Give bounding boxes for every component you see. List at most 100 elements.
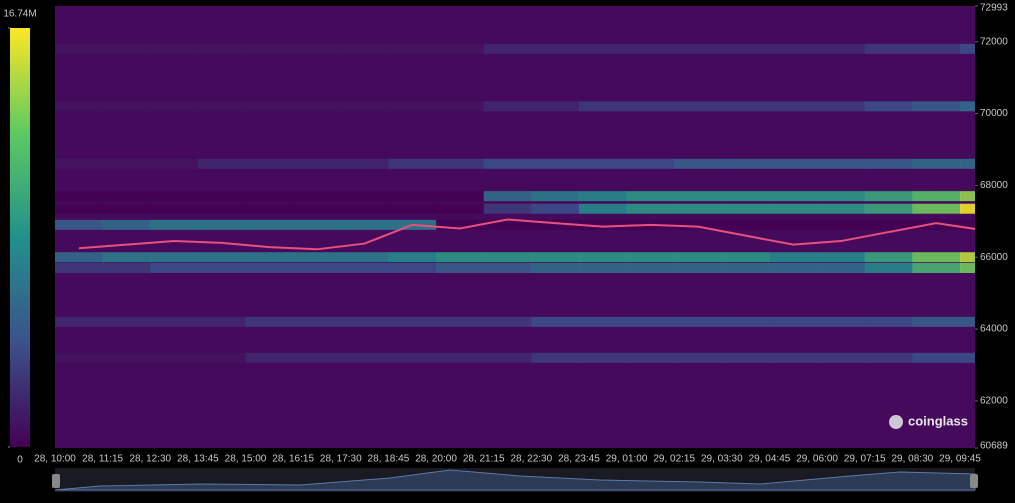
heat-cell xyxy=(388,316,437,327)
heat-cell xyxy=(864,101,913,112)
heat-cell xyxy=(912,101,961,112)
heat-cell xyxy=(817,352,866,363)
heat-cell xyxy=(578,316,628,327)
heat-cell xyxy=(245,316,294,327)
y-tick-label: 64000 xyxy=(980,324,1008,335)
heat-cell xyxy=(483,252,532,263)
heat-cell xyxy=(340,191,389,202)
x-tick-label: 28, 13:45 xyxy=(177,454,219,465)
navigator-area xyxy=(54,469,976,491)
x-tick-label: 29, 03:30 xyxy=(701,454,743,465)
heat-cell xyxy=(912,158,961,169)
heat-cell xyxy=(197,101,247,112)
heat-cell xyxy=(912,252,961,263)
heat-cell xyxy=(150,158,199,169)
heat-cell xyxy=(864,203,913,214)
heat-cell xyxy=(578,203,628,214)
heat-cell xyxy=(197,252,247,263)
heat-cell xyxy=(197,352,247,363)
heat-cell xyxy=(55,352,104,363)
heat-cell xyxy=(864,252,913,263)
heat-cell xyxy=(340,219,389,230)
heat-cell xyxy=(817,101,866,112)
heat-cell xyxy=(150,316,199,327)
x-tick-label: 28, 17:30 xyxy=(320,454,362,465)
heat-cell xyxy=(340,101,389,112)
heat-cell xyxy=(55,43,104,54)
heat-cell xyxy=(817,43,866,54)
heat-cell xyxy=(721,219,770,230)
heat-cell xyxy=(102,262,151,273)
heat-cell xyxy=(769,262,818,273)
heat-cell xyxy=(531,316,580,327)
heat-cell xyxy=(578,158,628,169)
heat-cell xyxy=(340,352,389,363)
heat-cell xyxy=(293,101,342,112)
price-line xyxy=(78,218,975,251)
heat-cell xyxy=(55,252,104,263)
heat-cell xyxy=(960,43,975,54)
heat-cell xyxy=(388,252,437,263)
heat-cell xyxy=(340,203,389,214)
heat-cell xyxy=(912,203,961,214)
heat-cell xyxy=(531,101,580,112)
heat-cell xyxy=(960,191,975,202)
heat-cell xyxy=(721,101,770,112)
heat-cell xyxy=(674,203,723,214)
heat-cell xyxy=(769,252,818,263)
heat-cell xyxy=(578,219,628,230)
heat-cell xyxy=(293,158,342,169)
heat-cell xyxy=(912,262,961,273)
heat-cell xyxy=(674,43,723,54)
heat-cell xyxy=(436,191,485,202)
heat-cell xyxy=(912,219,961,230)
heat-cell xyxy=(483,203,532,214)
heat-cell xyxy=(531,191,580,202)
heat-cell xyxy=(531,262,580,273)
heat-cell xyxy=(436,43,485,54)
x-tick-label: 28, 12:30 xyxy=(129,454,171,465)
heat-cell xyxy=(721,252,770,263)
heat-cell xyxy=(626,101,675,112)
heat-cell xyxy=(150,219,199,230)
heat-cell xyxy=(817,252,866,263)
heat-cell xyxy=(960,219,975,230)
y-tick-label: 60689 xyxy=(980,441,1008,452)
heat-cell xyxy=(245,219,294,230)
heat-cell xyxy=(102,316,151,327)
navigator-handle-left[interactable] xyxy=(52,474,60,488)
heat-cell xyxy=(388,352,437,363)
heatmap xyxy=(55,43,975,363)
heat-cell xyxy=(578,191,628,202)
heat-cell xyxy=(769,43,818,54)
heat-cell xyxy=(721,191,770,202)
heat-cell xyxy=(960,352,975,363)
heat-cell xyxy=(388,191,437,202)
heat-cell xyxy=(626,316,675,327)
heat-cell xyxy=(864,158,913,169)
navigator-handle-right[interactable] xyxy=(970,474,978,488)
heat-cell xyxy=(864,43,913,54)
colorbar-label: 0 xyxy=(17,455,23,466)
heat-cell xyxy=(817,262,866,273)
heat-cell xyxy=(150,262,199,273)
heat-cell xyxy=(293,191,342,202)
heat-cell xyxy=(197,219,247,230)
heat-cell xyxy=(721,43,770,54)
heat-cell xyxy=(55,316,104,327)
heat-cell xyxy=(578,262,628,273)
heat-cell xyxy=(960,316,975,327)
heat-cell xyxy=(102,352,151,363)
heat-cell xyxy=(960,203,975,214)
heat-cell xyxy=(197,191,247,202)
heat-cell xyxy=(293,43,342,54)
heat-cell xyxy=(388,262,437,273)
heat-cell xyxy=(817,158,866,169)
heat-cell xyxy=(769,191,818,202)
y-tick-label: 66000 xyxy=(980,252,1008,263)
heat-cell xyxy=(150,43,199,54)
heat-cell xyxy=(483,262,532,273)
heat-cell xyxy=(293,262,342,273)
heat-cell xyxy=(578,252,628,263)
heat-cell xyxy=(102,101,151,112)
